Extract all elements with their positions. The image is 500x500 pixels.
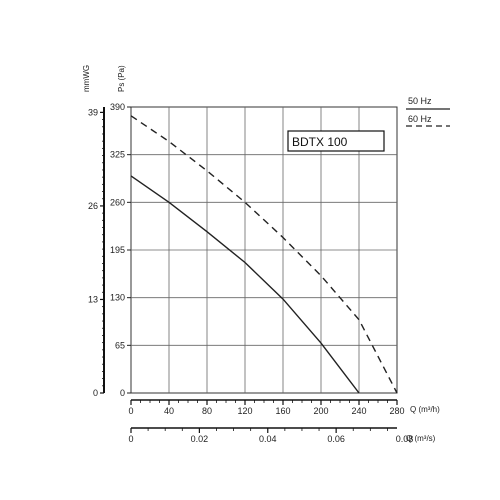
y-axis-title: Ps (Pa) (117, 65, 126, 92)
y2-tick-label: 26 (88, 201, 98, 211)
x2-tick-label: 0.06 (327, 434, 345, 444)
x-tick-label: 40 (164, 406, 174, 416)
x-tick-label: 80 (202, 406, 212, 416)
curve-50hz (130, 175, 360, 394)
x2-tick-label: 0.02 (191, 434, 209, 444)
y-tick-label: 130 (110, 293, 125, 303)
x2-tick-label: 0.04 (259, 434, 277, 444)
legend-label-50hz: 50 Hz (408, 96, 432, 106)
x-tick-label: 280 (389, 406, 404, 416)
grid (130, 106, 398, 394)
y-tick-label: 325 (110, 150, 125, 160)
x2-tick-label: 0.08 (396, 434, 414, 444)
y-tick-label: 65 (115, 340, 125, 350)
model-label-box (287, 130, 385, 152)
legend: 50 Hz 60 Hz (406, 96, 450, 127)
y-tick-label: 260 (110, 197, 125, 207)
x-tick-label: 240 (351, 406, 366, 416)
y-tick-label: 390 (110, 102, 125, 112)
y2-tick-label: 39 (88, 107, 98, 117)
curves (130, 115, 398, 394)
x-tick-label: 0 (128, 406, 133, 416)
curve-60hz (130, 115, 398, 394)
x2-tick-label: 0 (128, 434, 133, 444)
x-tick-label: 200 (313, 406, 328, 416)
x2-axis-title: Q (m³/s) (406, 434, 436, 443)
y2-tick-label: 0 (93, 388, 98, 398)
x-tick-label: 120 (237, 406, 252, 416)
x-tick-label: 160 (275, 406, 290, 416)
y-tick-label: 0 (120, 388, 125, 398)
model-label: BDTX 100 (292, 135, 348, 149)
legend-label-60hz: 60 Hz (408, 114, 432, 124)
y2-axis-title: mmWG (82, 65, 91, 92)
x-axis-title: Q (m³/h) (410, 405, 440, 414)
y2-tick-label: 13 (88, 294, 98, 304)
y-tick-label: 195 (110, 245, 125, 255)
